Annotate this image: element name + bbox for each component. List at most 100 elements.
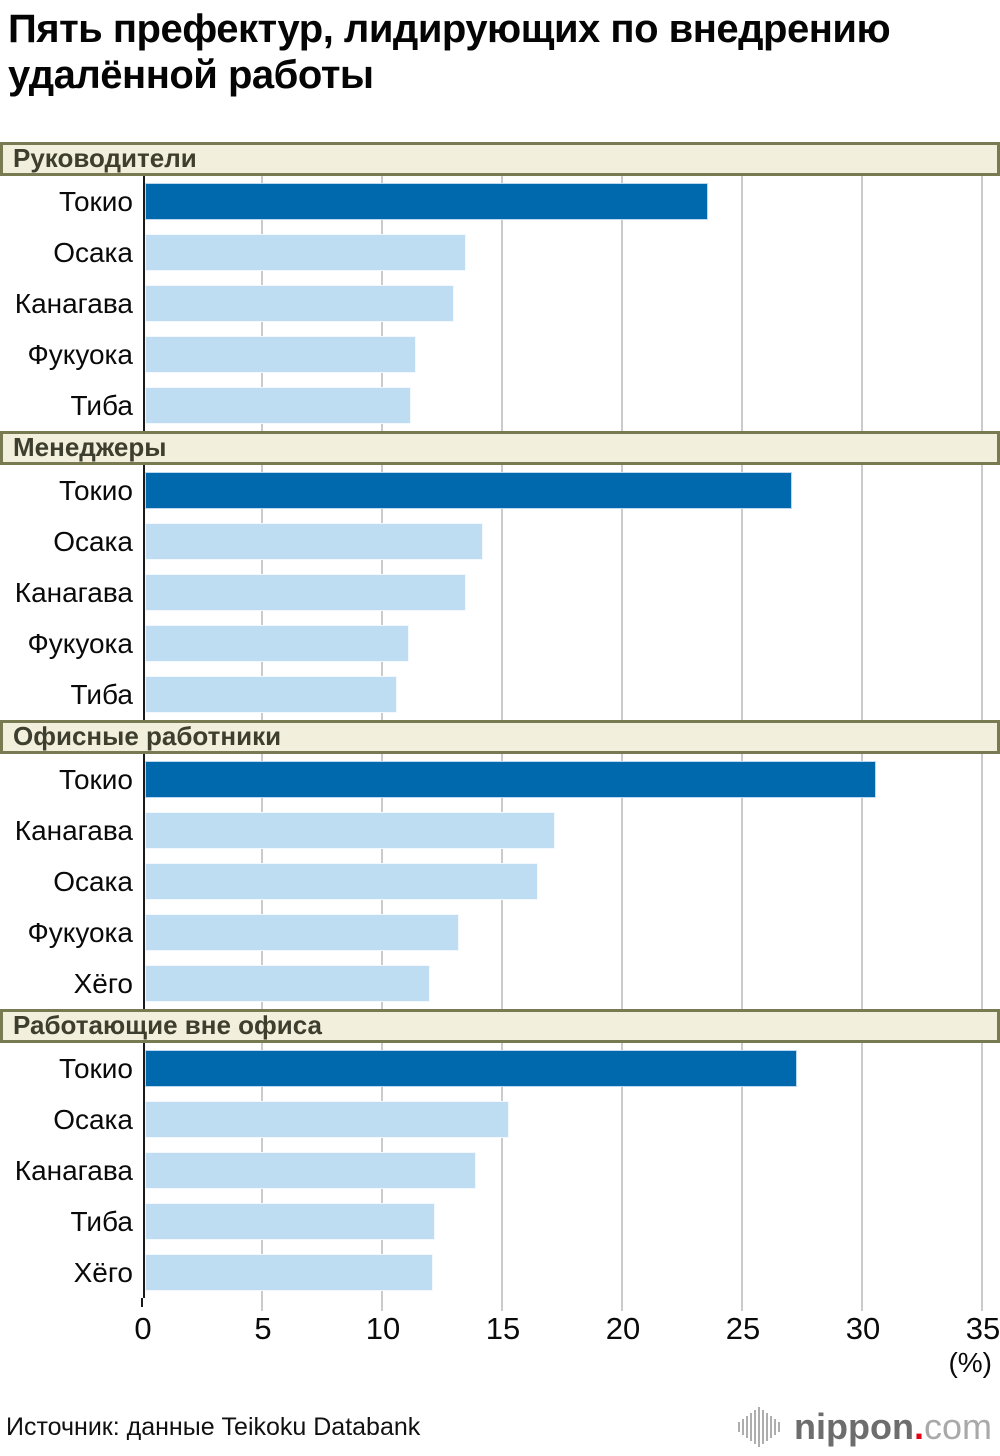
bar bbox=[145, 183, 709, 220]
x-axis-tick-labels: 0 5 10 15 20 25 30 35 bbox=[0, 1311, 1000, 1349]
axis-tick-strip bbox=[0, 1298, 1000, 1311]
bar bbox=[145, 234, 467, 271]
bar-track bbox=[143, 516, 984, 567]
axis-tick-label: 15 bbox=[485, 1311, 521, 1346]
bar bbox=[145, 1203, 436, 1240]
axis-tick-label: 35 bbox=[965, 1311, 1000, 1346]
category-label: Осака bbox=[53, 865, 133, 897]
category-label: Токио bbox=[59, 474, 133, 506]
category-label: Токио bbox=[59, 185, 133, 217]
section-header: Руководители bbox=[0, 142, 1000, 176]
category-label: Канагава bbox=[14, 576, 133, 608]
bar-track bbox=[143, 567, 984, 618]
bar-track bbox=[143, 380, 984, 431]
category-label: Канагава bbox=[14, 1154, 133, 1186]
section-plot: Токио Канагава Осака Фукуока Хёго bbox=[0, 754, 1000, 1009]
bar-track bbox=[143, 856, 984, 907]
logo-dot: . bbox=[913, 1406, 924, 1447]
bar-track bbox=[143, 669, 984, 720]
bar bbox=[145, 965, 431, 1002]
category-label: Канагава bbox=[14, 287, 133, 319]
bar-row: Канагава bbox=[0, 805, 1000, 856]
bar-track bbox=[143, 1196, 984, 1247]
infographic-page: Пять префектур, лидирующих по внедрению … bbox=[0, 6, 1000, 1456]
bar-track bbox=[143, 176, 984, 227]
bar-track bbox=[143, 1094, 984, 1145]
bar-row: Хёго bbox=[0, 958, 1000, 1009]
bar-row: Хёго bbox=[0, 1247, 1000, 1298]
bar-row: Токио bbox=[0, 754, 1000, 805]
category-label: Токио bbox=[59, 763, 133, 795]
bar bbox=[145, 914, 460, 951]
bar-row: Канагава bbox=[0, 567, 1000, 618]
page-title: Пять префектур, лидирующих по внедрению … bbox=[8, 7, 891, 97]
bar-track bbox=[143, 805, 984, 856]
bar bbox=[145, 336, 416, 373]
category-label: Тиба bbox=[70, 678, 133, 710]
bar-track bbox=[143, 958, 984, 1009]
section-plot: Токио Осака Канагава Фукуока Тиба bbox=[0, 176, 1000, 431]
bar-track bbox=[143, 329, 984, 380]
category-label: Канагава bbox=[14, 814, 133, 846]
category-label: Хёго bbox=[73, 967, 133, 999]
bar bbox=[145, 472, 793, 509]
bar bbox=[145, 812, 555, 849]
bar-track bbox=[143, 278, 984, 329]
category-label: Фукуока bbox=[27, 338, 133, 370]
category-label: Осака bbox=[53, 525, 133, 557]
bar bbox=[145, 1101, 510, 1138]
bar-row: Фукуока bbox=[0, 907, 1000, 958]
bar-row: Тиба bbox=[0, 669, 1000, 720]
bar-row: Осака bbox=[0, 227, 1000, 278]
bar-track bbox=[143, 1043, 984, 1094]
nippon-logo: nippon.com bbox=[738, 1406, 992, 1448]
bar-row: Канагава bbox=[0, 278, 1000, 329]
bar bbox=[145, 676, 397, 713]
percent-unit-label: (%) bbox=[948, 1347, 992, 1378]
bar-track bbox=[143, 465, 984, 516]
bar-row: Фукуока bbox=[0, 618, 1000, 669]
bar-row: Осака bbox=[0, 516, 1000, 567]
category-label: Тиба bbox=[70, 1205, 133, 1237]
bar bbox=[145, 1152, 476, 1189]
bar bbox=[145, 625, 409, 662]
section-plot: Токио Осака Канагава Фукуока Тиба bbox=[0, 465, 1000, 720]
axis-tick-label: 20 bbox=[605, 1311, 641, 1346]
chart-section-managers: Менеджеры Токио Осака Канагава Фукуока bbox=[0, 431, 1000, 720]
bar-row: Тиба bbox=[0, 380, 1000, 431]
bar-row: Тиба bbox=[0, 1196, 1000, 1247]
bar-row: Осака bbox=[0, 1094, 1000, 1145]
bar bbox=[145, 863, 539, 900]
chart-section-office-workers: Офисные работники Токио Канагава Осака Ф… bbox=[0, 720, 1000, 1009]
waveform-icon bbox=[738, 1406, 782, 1448]
bar bbox=[145, 1254, 433, 1291]
bar bbox=[145, 523, 483, 560]
bar bbox=[145, 1050, 798, 1087]
bar-track bbox=[143, 907, 984, 958]
bar bbox=[145, 387, 412, 424]
axis-tick-label: 25 bbox=[725, 1311, 761, 1346]
category-label: Тиба bbox=[70, 389, 133, 421]
logo-text: nippon.com bbox=[794, 1406, 992, 1448]
axis-unit-row: (%) bbox=[0, 1347, 1000, 1383]
category-label: Осака bbox=[53, 236, 133, 268]
category-label: Хёго bbox=[73, 1256, 133, 1288]
bar bbox=[145, 285, 455, 322]
bar-track bbox=[143, 227, 984, 278]
bar-row: Токио bbox=[0, 176, 1000, 227]
bar-track bbox=[143, 618, 984, 669]
bar-row: Осака bbox=[0, 856, 1000, 907]
bar-row: Токио bbox=[0, 465, 1000, 516]
section-plot: Токио Осака Канагава Тиба Хёго bbox=[0, 1043, 1000, 1298]
category-label: Токио bbox=[59, 1052, 133, 1084]
bar-chart: Руководители Токио Осака Канагава Фукуок… bbox=[0, 142, 1000, 1383]
bar bbox=[145, 761, 877, 798]
source-note: Источник: данные Teikoku Databank bbox=[6, 1412, 421, 1441]
axis-tick-label: 30 bbox=[845, 1311, 881, 1346]
bar-track bbox=[143, 754, 984, 805]
axis-tick-label: 5 bbox=[254, 1311, 272, 1346]
category-label: Фукуока bbox=[27, 627, 133, 659]
section-header: Офисные работники bbox=[0, 720, 1000, 754]
footer: Источник: данные Teikoku Databank nippon… bbox=[0, 1406, 1000, 1448]
logo-tld: com bbox=[923, 1406, 992, 1447]
